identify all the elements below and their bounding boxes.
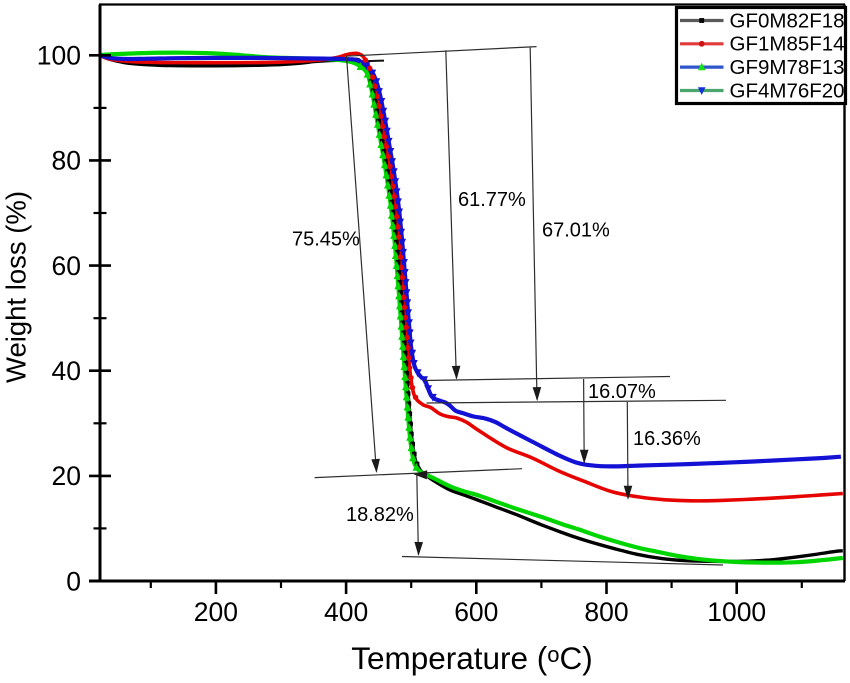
svg-text:67.01%: 67.01%	[542, 220, 610, 242]
svg-text:60: 60	[52, 251, 81, 281]
svg-text:20: 20	[52, 461, 81, 491]
svg-text:GF1M85F14: GF1M85F14	[730, 33, 845, 56]
svg-text:GF9M78F13: GF9M78F13	[730, 56, 845, 79]
svg-text:0: 0	[66, 566, 81, 596]
svg-text:1000: 1000	[707, 597, 766, 627]
svg-text:16.07%: 16.07%	[588, 381, 656, 403]
svg-text:100: 100	[37, 41, 81, 71]
svg-text:40: 40	[52, 356, 81, 386]
svg-text:61.77%: 61.77%	[458, 189, 526, 211]
svg-text:75.45%: 75.45%	[292, 229, 360, 251]
svg-text:16.36%: 16.36%	[633, 428, 701, 450]
svg-text:800: 800	[584, 597, 628, 627]
svg-text:GF4M76F20: GF4M76F20	[730, 79, 845, 102]
svg-text:200: 200	[194, 597, 238, 627]
svg-text:80: 80	[52, 146, 81, 176]
svg-text:400: 400	[324, 597, 368, 627]
svg-text:GF0M82F18: GF0M82F18	[730, 9, 845, 32]
svg-text:Weight loss (%): Weight loss (%)	[0, 191, 31, 383]
svg-text:18.82%: 18.82%	[346, 504, 414, 526]
svg-text:600: 600	[454, 597, 498, 627]
